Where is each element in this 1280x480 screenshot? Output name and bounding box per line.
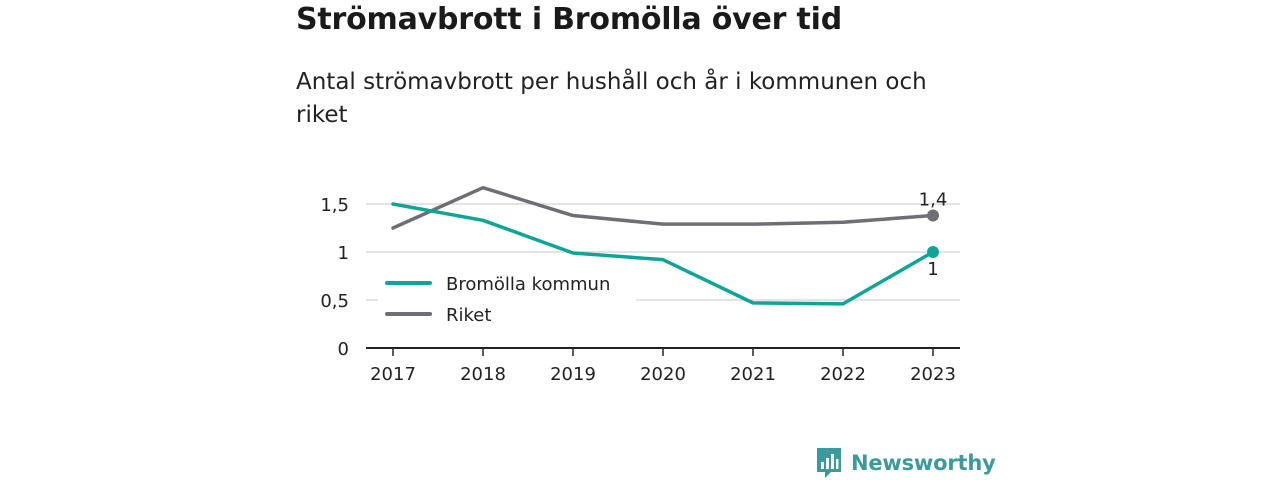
chart-subtitle: Antal strömavbrott per hushåll och år i … [296, 69, 927, 128]
series-line-riket [391, 185, 935, 230]
end-value-label: 1,4 [919, 190, 948, 211]
y-tick-label: 0 [338, 339, 349, 360]
x-axis: 2017 2018 2019 2020 2021 2022 2023 [366, 347, 960, 385]
x-tick-label: 2023 [910, 364, 956, 385]
legend-label: Bromölla kommun [446, 274, 610, 295]
legend-background [378, 266, 636, 328]
chart-title: Strömavbrott i Bromölla över tid [296, 2, 842, 37]
series-line-bromolla [391, 202, 935, 306]
x-tick-label: 2019 [550, 364, 596, 385]
end-value-label: 1 [927, 259, 938, 280]
brand-name: Newsworthy [851, 451, 996, 475]
y-tick-label: 0,5 [320, 291, 349, 312]
x-tick-label: 2020 [640, 364, 686, 385]
brand: Newsworthy [815, 446, 996, 480]
x-tick-label: 2022 [820, 364, 866, 385]
x-tick-label: 2017 [370, 364, 416, 385]
y-tick-label: 1 [338, 243, 349, 264]
series-lines: 1,41 [391, 185, 948, 306]
end-point-bromolla [927, 246, 939, 258]
line-chart: 0 0,5 1 1,5 2017 2018 2019 2020 2021 2022 2023 1,… [320, 185, 960, 385]
y-axis: 0 0,5 1 1,5 [320, 195, 349, 360]
y-tick-label: 1,5 [320, 195, 349, 216]
x-tick-label: 2018 [460, 364, 506, 385]
newsworthy-logo-icon [817, 448, 841, 478]
legend: Bromölla kommun Riket [378, 266, 636, 328]
x-tick-label: 2021 [730, 364, 776, 385]
legend-label: Riket [446, 305, 491, 326]
end-point-riket [927, 209, 939, 222]
